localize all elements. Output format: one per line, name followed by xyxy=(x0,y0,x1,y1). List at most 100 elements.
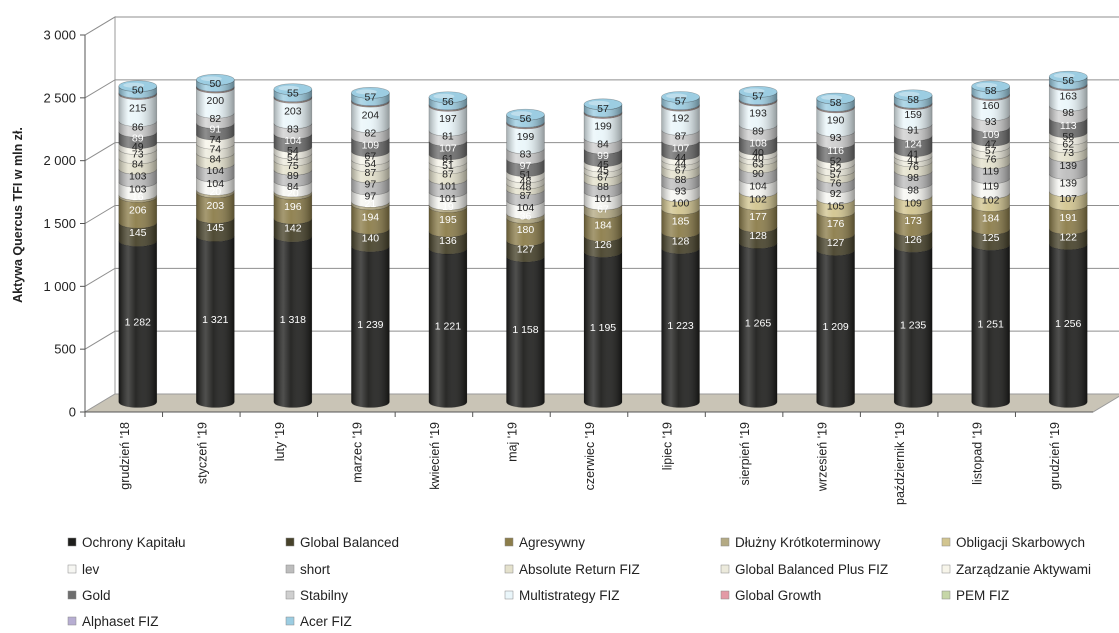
data-label: 128 xyxy=(749,230,767,242)
bar-segment-shade xyxy=(118,143,157,155)
data-label: 145 xyxy=(129,227,147,239)
bar-segment-shade xyxy=(118,131,157,149)
data-label: 93 xyxy=(675,186,687,198)
bar-segment-shade xyxy=(428,140,467,160)
y-tick-label: 2 000 xyxy=(43,153,76,168)
data-label: 1 239 xyxy=(357,319,383,331)
data-label: 92 xyxy=(830,188,842,200)
bar-segment-shade xyxy=(584,160,622,173)
bar-segment-shade xyxy=(1049,105,1088,124)
data-label: 73 xyxy=(132,149,144,161)
data-label: 87 xyxy=(365,167,377,179)
bar-segment-shade xyxy=(739,154,778,166)
bar-segment-shade xyxy=(428,161,467,174)
bar-top-highlight xyxy=(743,88,765,94)
legend-swatch xyxy=(285,616,295,626)
bar-segment-shade xyxy=(661,105,700,136)
data-label: 84 xyxy=(287,181,299,193)
data-label: 103 xyxy=(129,183,147,195)
bar-stack xyxy=(893,89,933,408)
data-label: 136 xyxy=(439,235,457,247)
data-label: 84 xyxy=(597,138,609,150)
gridline xyxy=(84,267,1119,287)
data-label: 50 xyxy=(132,84,144,96)
data-label: 55 xyxy=(287,88,299,100)
bar-segment-shade xyxy=(273,97,312,129)
data-label: 215 xyxy=(129,103,147,115)
bar-segment-shade xyxy=(428,204,467,213)
legend-swatch xyxy=(941,537,951,547)
x-tick-label: listopad '19 xyxy=(971,422,985,485)
bar-segment-shade xyxy=(894,209,933,237)
bar-segment-shade xyxy=(118,158,157,175)
bar-segment-shade xyxy=(428,231,467,255)
legend-label: Global Growth xyxy=(735,588,821,603)
data-label: 107 xyxy=(672,142,690,154)
x-tick-label: lipiec '19 xyxy=(661,422,675,470)
bar-segment-shade xyxy=(1049,156,1088,180)
data-label: 195 xyxy=(439,214,457,226)
legend-item: Ochrony Kapitału xyxy=(67,535,186,550)
data-label: 180 xyxy=(517,224,535,236)
legend-item: Absolute Return FIZ xyxy=(504,562,640,577)
data-label: 93 xyxy=(830,132,842,144)
data-label: 105 xyxy=(827,200,845,212)
data-label: 89 xyxy=(132,132,144,144)
bar-segment-shade xyxy=(816,177,855,193)
legend-label: Acer FIZ xyxy=(300,614,352,629)
data-label: 139 xyxy=(1059,178,1077,190)
bar-segment-shade xyxy=(118,222,157,247)
bar-segment-shade xyxy=(428,105,467,137)
y-tick-label: 3 000 xyxy=(43,28,76,43)
bar-segment-shade xyxy=(816,250,855,408)
legend-swatch xyxy=(504,537,514,547)
legend-item: lev xyxy=(67,562,100,577)
bar-stack xyxy=(661,91,700,408)
data-label: 100 xyxy=(672,198,690,210)
bar-segment-shade xyxy=(739,149,778,161)
data-label: 99 xyxy=(597,150,609,162)
gridline xyxy=(84,142,1119,162)
legend-item: short xyxy=(285,562,330,577)
bar-segment-shade xyxy=(506,183,545,195)
data-label: 49 xyxy=(132,141,144,153)
y-tick-label: 2 500 xyxy=(43,90,76,105)
bar-segment-shade xyxy=(661,196,700,215)
bar-segment-shade xyxy=(118,121,157,138)
data-label: 74 xyxy=(209,134,221,146)
data-label: 48 xyxy=(520,181,532,193)
bar-top-cap xyxy=(428,91,468,104)
bar-segment-shade xyxy=(894,95,933,109)
bar-segment-shade xyxy=(661,140,700,160)
bar-segment-shade xyxy=(506,148,545,165)
legend-item: Agresywny xyxy=(504,535,585,550)
bar-segment-shade xyxy=(971,153,1010,169)
bar-segment-shade xyxy=(351,166,390,183)
bar-segment-shade xyxy=(196,143,235,159)
bar-segment-shade xyxy=(816,170,855,184)
bar-segment-shade xyxy=(196,217,235,242)
data-label: 51 xyxy=(442,160,454,172)
legend-label: Global Balanced xyxy=(300,535,399,550)
data-label: 44 xyxy=(675,157,687,169)
data-label: 90 xyxy=(752,168,764,180)
data-label: 98 xyxy=(1062,107,1074,119)
x-tick-label: czerwiec '19 xyxy=(583,422,597,490)
data-label: 176 xyxy=(827,218,845,230)
data-label: 104 xyxy=(284,135,302,147)
bar-segment-shade xyxy=(506,217,545,247)
bar-segment-shade xyxy=(351,159,390,172)
bar-segment-shade xyxy=(428,130,467,147)
bar-stack xyxy=(971,80,1010,408)
data-label: 76 xyxy=(830,177,842,189)
bar-segment-shade xyxy=(816,234,855,256)
bar-segment-shade xyxy=(661,173,700,191)
bar-segment-shade xyxy=(506,170,545,183)
bar-segment-shade xyxy=(351,151,390,166)
data-label: 125 xyxy=(982,232,1000,244)
data-label: 194 xyxy=(362,212,380,224)
legend-item: Multistrategy FIZ xyxy=(504,588,620,603)
bar-segment-shade xyxy=(739,100,778,131)
bar-segment-shade xyxy=(351,127,390,143)
data-label: 1 158 xyxy=(512,324,538,336)
